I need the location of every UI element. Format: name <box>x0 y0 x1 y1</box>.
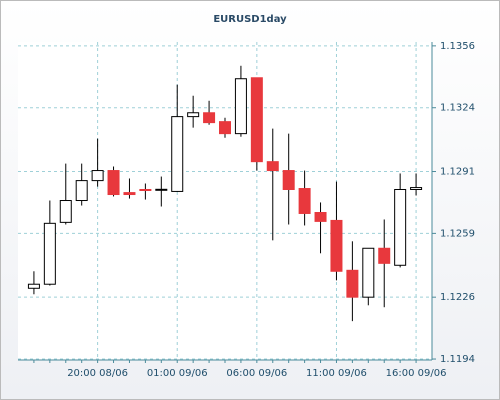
candle-body <box>171 116 184 192</box>
candle-body <box>43 222 56 285</box>
candle-body <box>123 192 136 196</box>
candle-body <box>203 112 216 124</box>
candle-body <box>219 121 231 135</box>
candle-body <box>250 77 263 163</box>
candle-body <box>410 187 423 190</box>
candle-body <box>266 161 279 172</box>
candle-body <box>330 219 343 272</box>
candle-body <box>139 188 152 191</box>
chart-title: EURUSD1day <box>213 14 287 25</box>
candle-body <box>346 269 359 298</box>
y-tick-label: 1.1356 <box>440 41 475 52</box>
candle-body <box>91 170 104 182</box>
candle-body <box>234 78 247 135</box>
y-tick-label: 1.1226 <box>440 292 475 303</box>
y-tick-label: 1.1291 <box>440 167 475 178</box>
y-tick-label: 1.1194 <box>440 354 475 365</box>
candle-body <box>378 247 391 264</box>
candle-body <box>75 180 88 202</box>
x-tick-label: 20:00 08/06 <box>67 368 128 379</box>
candle-body <box>107 170 120 196</box>
candle-body <box>59 200 72 223</box>
candle-body <box>155 188 168 191</box>
x-tick-label: 06:00 09/06 <box>226 368 287 379</box>
x-tick-label: 16:00 09/06 <box>386 368 447 379</box>
candle-body <box>282 170 295 190</box>
candle-body <box>187 112 200 118</box>
x-tick-label: 11:00 09/06 <box>306 368 367 379</box>
candle-body <box>394 188 407 266</box>
x-tick-label: 01:00 09/06 <box>147 368 208 379</box>
y-tick-label: 1.1324 <box>440 103 475 114</box>
candle-body <box>298 188 311 214</box>
candle-body <box>27 283 40 289</box>
candle-body <box>362 247 375 298</box>
y-tick-label: 1.1259 <box>440 228 475 239</box>
candle-body <box>314 212 327 222</box>
